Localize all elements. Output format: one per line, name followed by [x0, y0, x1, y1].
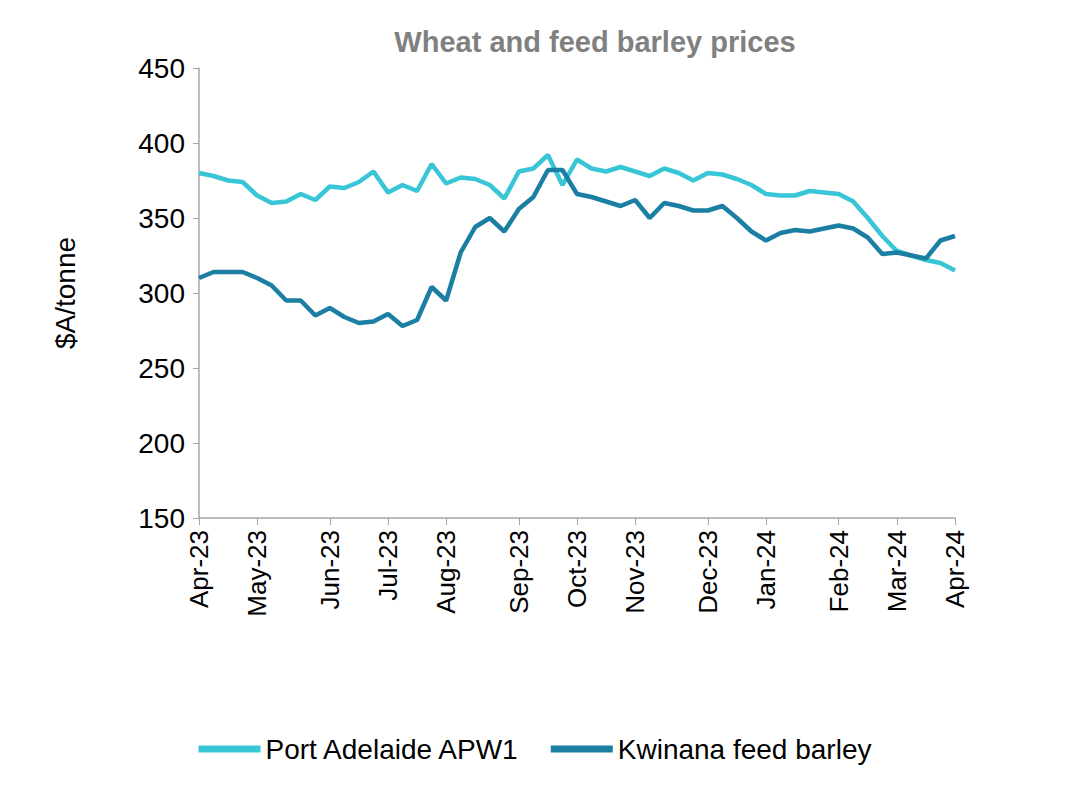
svg-text:Jul-23: Jul-23 — [373, 530, 403, 601]
svg-text:200: 200 — [138, 428, 185, 459]
svg-text:450: 450 — [138, 53, 185, 84]
svg-text:Wheat and feed barley prices: Wheat and feed barley prices — [394, 26, 795, 58]
svg-text:250: 250 — [138, 353, 185, 384]
svg-text:Sep-23: Sep-23 — [504, 530, 534, 614]
svg-text:May-23: May-23 — [242, 530, 272, 617]
svg-text:Dec-23: Dec-23 — [693, 530, 723, 614]
svg-text:Jan-24: Jan-24 — [751, 530, 781, 610]
svg-text:Feb-24: Feb-24 — [824, 530, 854, 612]
svg-text:Jun-23: Jun-23 — [315, 530, 345, 610]
svg-text:Apr-23: Apr-23 — [184, 530, 214, 608]
svg-text:Oct-23: Oct-23 — [562, 530, 592, 608]
svg-text:Port Adelaide APW1: Port Adelaide APW1 — [266, 734, 518, 765]
svg-text:350: 350 — [138, 203, 185, 234]
svg-text:Nov-23: Nov-23 — [620, 530, 650, 614]
svg-text:400: 400 — [138, 128, 185, 159]
svg-text:$A/tonne: $A/tonne — [50, 237, 81, 349]
svg-text:Apr-24: Apr-24 — [940, 530, 970, 608]
svg-text:Aug-23: Aug-23 — [431, 530, 461, 614]
svg-text:Kwinana feed barley: Kwinana feed barley — [618, 734, 872, 765]
svg-text:150: 150 — [138, 503, 185, 534]
svg-text:Mar-24: Mar-24 — [882, 530, 912, 612]
svg-text:300: 300 — [138, 278, 185, 309]
